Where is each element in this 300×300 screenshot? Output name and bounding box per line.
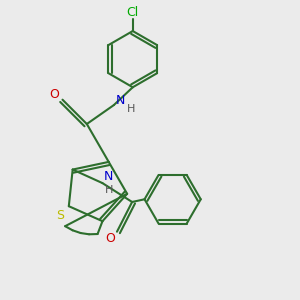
Text: Cl: Cl <box>127 6 139 19</box>
Text: H: H <box>127 104 135 114</box>
Text: S: S <box>56 209 64 222</box>
Text: H: H <box>105 184 113 195</box>
Text: O: O <box>50 88 59 101</box>
Text: N: N <box>104 170 114 183</box>
Text: O: O <box>106 232 116 245</box>
Text: N: N <box>116 94 125 107</box>
